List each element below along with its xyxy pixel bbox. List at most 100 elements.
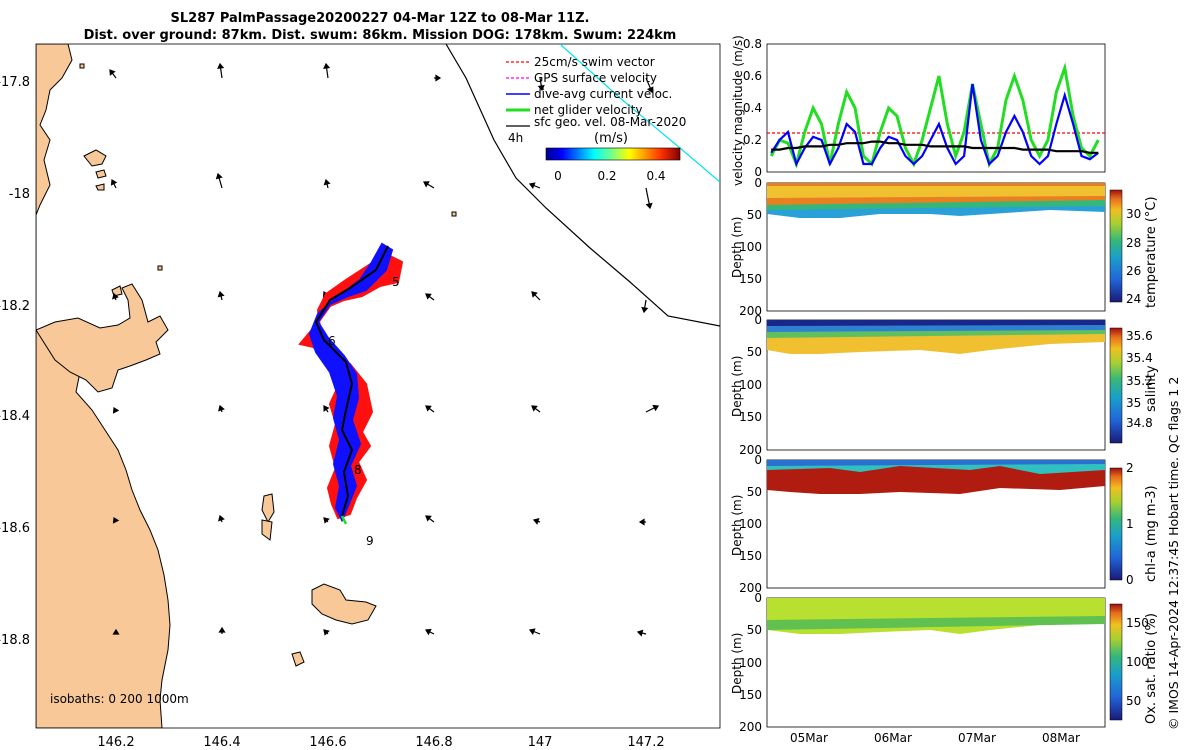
geo-vector-head [425, 293, 432, 300]
y-tick: 100 [739, 240, 762, 254]
day-label: 5 [392, 275, 400, 289]
geo-vector-head [528, 628, 536, 636]
cbar-tick: 35.4 [1126, 351, 1153, 365]
y-tick: 50 [747, 208, 762, 222]
geo-vector-head [424, 628, 432, 636]
cbar-tick: 50 [1126, 694, 1141, 708]
temperature-colorbar [1109, 189, 1123, 303]
cbar-tick: 28 [1126, 236, 1141, 250]
x-tick: 146.6 [309, 735, 346, 750]
geo-vector-head [425, 405, 432, 412]
y-tick: -18.4 [0, 409, 30, 424]
legend-geo: sfc geo. vel. 08-Mar-2020 [534, 115, 686, 129]
y-tick: 50 [747, 345, 762, 359]
legend-gps: GPS surface velocity [534, 71, 657, 85]
glider-end-green [340, 515, 348, 525]
figure-title-line1: SL287 PalmPassage20200227 04-Mar 12Z to … [170, 11, 590, 26]
depth-ylabels: Depth (m) Depth (m) Depth (m) Depth (m) [730, 217, 744, 694]
temperature-panel [766, 182, 1123, 312]
y-tick: -18.6 [0, 521, 30, 536]
salinity-saline-layer [767, 334, 1105, 354]
glider-path-line [314, 245, 389, 517]
day-label: 6 [328, 334, 336, 348]
y-tick: 150 [739, 410, 762, 424]
isobath-1000m [445, 44, 720, 327]
geo-vector-head [109, 69, 116, 76]
chl-max-layer [767, 466, 1105, 494]
salinity-panel [766, 319, 1123, 451]
x-tick: 146.2 [97, 735, 134, 750]
y-tick: 0 [754, 176, 762, 190]
velocity-line-geo [771, 140, 1099, 154]
geo-vector-head [218, 626, 226, 633]
cbar-tick: 35.2 [1126, 374, 1153, 388]
time-tick: 07Mar [958, 731, 996, 745]
island [83, 149, 107, 167]
geo-vector-head [636, 629, 644, 637]
cbar-tick: 30 [1126, 207, 1141, 221]
geo-vector-head [323, 629, 330, 636]
island [261, 519, 273, 541]
y-tick: 0.2 [743, 133, 762, 147]
imos-credit: © IMOS 14-Apr-2024 12:37:45 Hobart time.… [1166, 376, 1181, 730]
time-tick: 05Mar [790, 731, 828, 745]
depth-axis-labels: 0 50 100 150 200 0 50 100 150 200 0 50 1… [739, 176, 762, 734]
velocity-ylabel: velocity magnitude (m/s) [731, 35, 745, 186]
geo-vector-head [112, 516, 120, 524]
geo-vector-head [646, 86, 654, 94]
cbar-title: temperature (°C) [1144, 196, 1159, 308]
y-tick: 200 [739, 443, 762, 457]
y-tick: 150 [739, 272, 762, 286]
island [79, 63, 457, 271]
y-tick: -18.2 [0, 299, 30, 314]
geo-vector-head [652, 404, 660, 412]
depth-ylabel: Depth (m) [730, 495, 744, 556]
cbar-title: chl-a (mg m-3) [1144, 485, 1159, 582]
y-tick: 50 [747, 623, 762, 637]
mainland-land [36, 44, 171, 728]
hinchinbrook-land [36, 283, 169, 393]
y-tick: 200 [739, 304, 762, 318]
glider-track [298, 242, 404, 525]
colorbar-tick: 0 [554, 169, 562, 183]
cbar-tick: 35 [1126, 396, 1141, 410]
map-y-axis: -17.8 -18 -18.2 -18.4 -18.6 -18.8 [0, 75, 30, 648]
y-tick: 200 [739, 720, 762, 734]
geo-vector-head [112, 406, 120, 414]
geo-vector-head [425, 515, 432, 522]
x-tick: 147.2 [627, 735, 664, 750]
temperature-mixed-layer [767, 186, 1105, 198]
velocity-line-current [770, 83, 1099, 168]
geo-vector-head [435, 74, 442, 82]
y-tick: -17.8 [0, 75, 30, 90]
geo-vector-head [112, 628, 120, 635]
y-tick: 0.6 [743, 69, 762, 83]
domain-boundary [559, 44, 720, 183]
legend-hours: 4h [508, 131, 523, 145]
x-tick: 147 [528, 735, 553, 750]
geo-vector-head [110, 178, 118, 186]
track-map: 5 6 8 9 isobaths: 0 200 1000m 25cm/s swi… [0, 43, 721, 750]
island [111, 285, 123, 297]
colorbar-tick: 0.2 [597, 169, 616, 183]
geo-vector-head [531, 291, 538, 298]
island [291, 651, 305, 667]
geo-vector-head [537, 84, 545, 92]
cbar-tick: 26 [1126, 264, 1141, 278]
legend-swim: 25cm/s swim vector [534, 55, 655, 69]
cbar-tick: 100 [1126, 655, 1149, 669]
y-tick: 100 [739, 656, 762, 670]
geo-vector-head [532, 518, 540, 525]
time-axis: 05Mar 06Mar 07Mar 08Mar [790, 731, 1080, 745]
day-label: 8 [354, 463, 362, 477]
y-tick: 0 [754, 313, 762, 327]
depth-ylabel: Depth (m) [730, 356, 744, 417]
y-tick: 50 [747, 485, 762, 499]
chlorophyll-panel [766, 459, 1123, 589]
geo-vector-head [218, 514, 225, 522]
geo-vector-head [217, 290, 225, 298]
cbar-tick: 34.8 [1126, 416, 1153, 430]
y-tick: 0.4 [743, 101, 762, 115]
temperature-cool-layer [767, 206, 1105, 218]
cbar-title: salinity [1144, 365, 1159, 412]
